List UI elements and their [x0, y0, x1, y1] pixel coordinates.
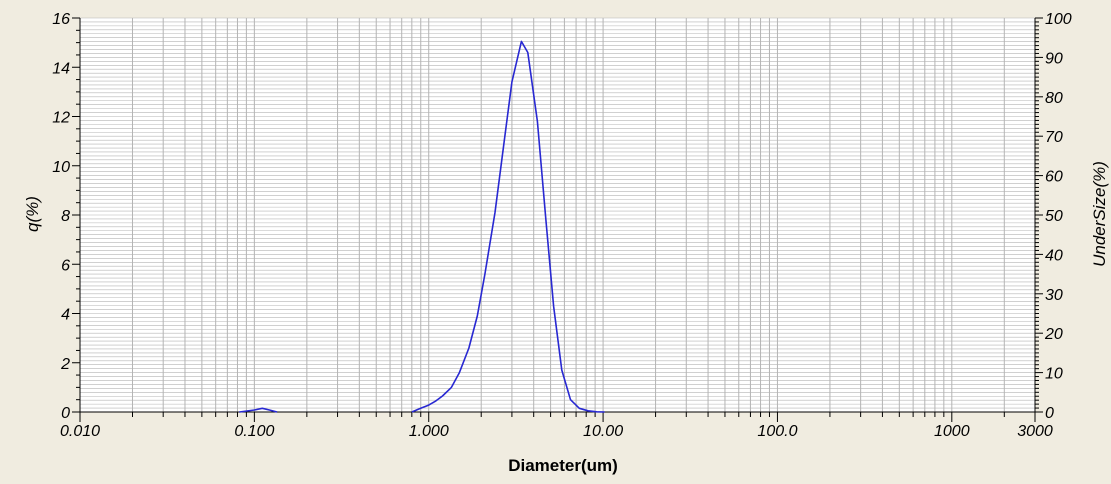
y-tick-label: 4 — [61, 307, 70, 324]
x-axis-title: Diameter(um) — [508, 456, 618, 475]
y2-tick-label: 100 — [1045, 11, 1072, 28]
y2-tick-label: 30 — [1045, 287, 1063, 304]
y-tick-label: 12 — [52, 110, 70, 127]
y2-tick-label: 80 — [1045, 90, 1063, 107]
y-tick-label: 16 — [52, 11, 70, 28]
x-tick-label: 1000 — [934, 423, 970, 440]
series-line — [411, 40, 605, 413]
y2-tick-label: 70 — [1045, 129, 1063, 146]
y2-tick-label: 90 — [1045, 50, 1063, 67]
y-axis-title: q(%) — [23, 196, 42, 232]
y2-tick-labels: 0 10 20 30 40 50 60 70 80 90 100 — [1044, 11, 1072, 422]
y2-tick-label: 50 — [1045, 208, 1063, 225]
x-tick-label: 3000 — [1017, 423, 1053, 440]
y-tick-label: 6 — [61, 257, 70, 274]
y-tick-label: 2 — [60, 356, 70, 373]
y2-tick-label: 40 — [1045, 247, 1063, 264]
grid-lines — [79, 17, 1036, 413]
series-line — [239, 407, 278, 413]
x-tick-label: 0.010 — [60, 423, 100, 440]
x-tick-labels: 0.010 0.100 1.000 10.00 100.0 1000 3000 — [60, 423, 1053, 440]
y-tick-label: 8 — [61, 208, 70, 225]
series-lines — [239, 40, 605, 413]
y-tick-label: 10 — [52, 159, 70, 176]
y2-tick-label: 20 — [1044, 326, 1063, 343]
y-tick-label: 14 — [52, 60, 70, 77]
y2-tick-label: 0 — [1045, 405, 1054, 422]
y-tick-labels: 0 2 4 6 8 10 12 14 16 — [52, 11, 70, 422]
x-tick-label: 10.00 — [583, 423, 623, 440]
y-tick-label: 0 — [61, 405, 70, 422]
x-tick-label: 1.000 — [409, 423, 449, 440]
y2-tick-label: 10 — [1045, 366, 1063, 383]
y2-axis-title: UnderSize(%) — [1090, 161, 1109, 267]
axes — [72, 17, 1043, 422]
y2-tick-label: 60 — [1045, 169, 1063, 186]
x-tick-label: 100.0 — [757, 423, 797, 440]
x-tick-label: 0.100 — [234, 423, 274, 440]
